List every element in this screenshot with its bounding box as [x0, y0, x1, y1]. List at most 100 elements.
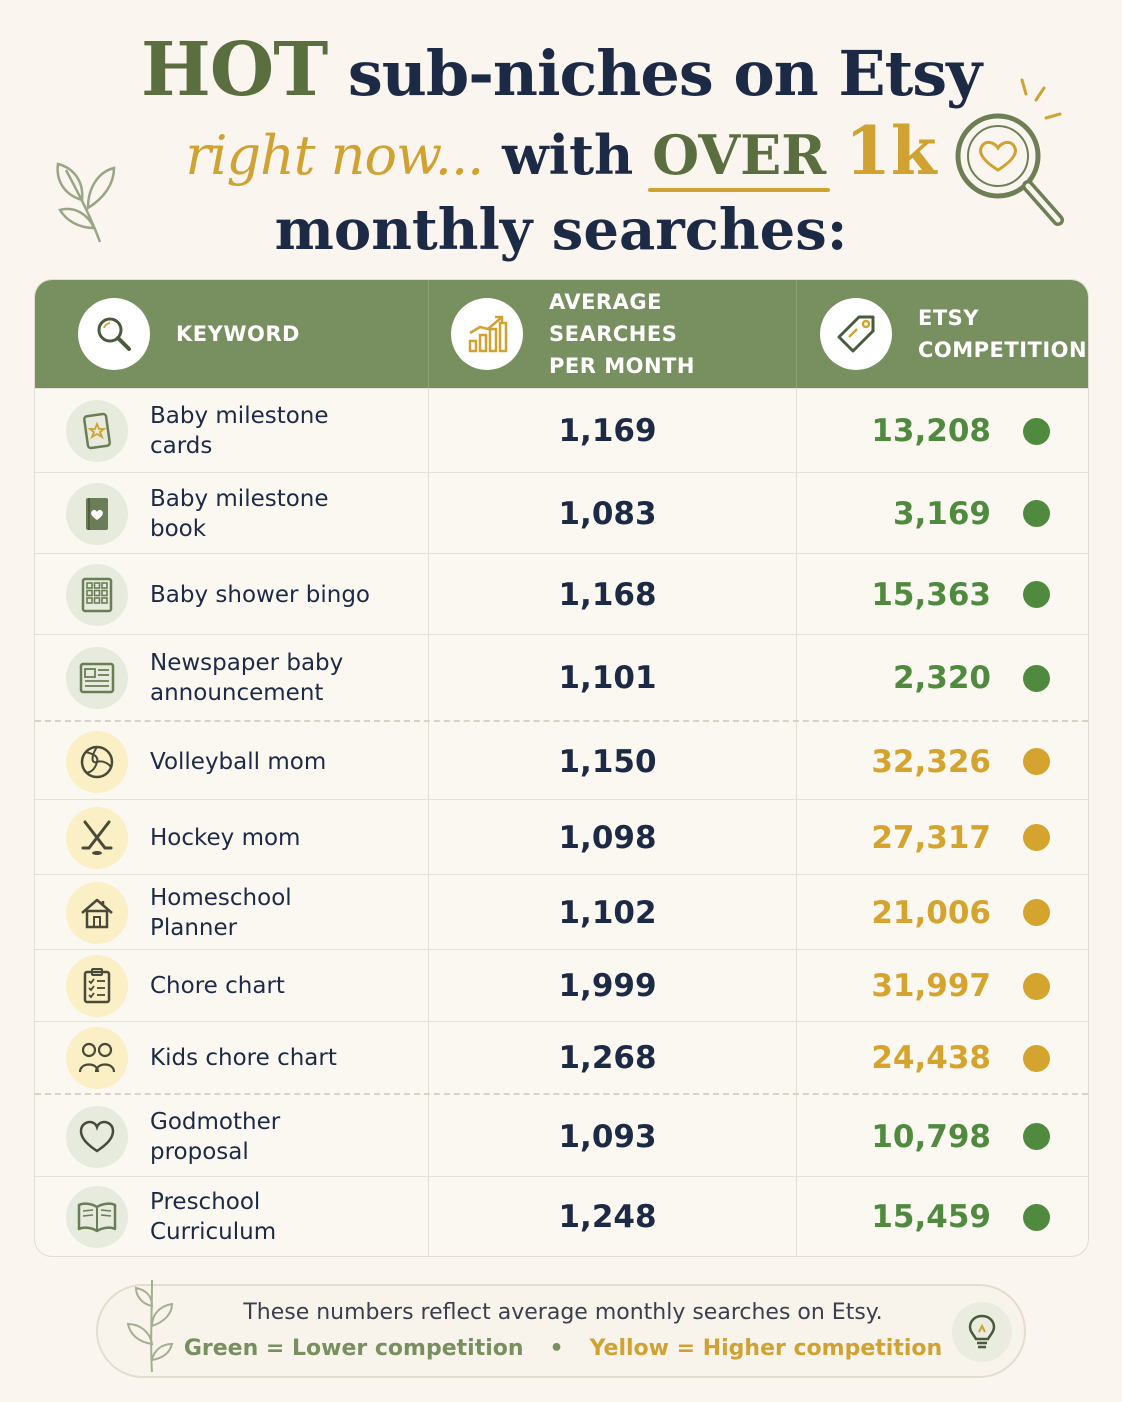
average-searches-value: 1,169 — [558, 413, 657, 449]
keyword-label: Volleyball mom — [150, 748, 327, 775]
competition-value: 27,317 — [871, 819, 991, 856]
keyword-cell: Chore chart — [35, 950, 428, 1022]
keyword-label: Baby milestone book — [150, 485, 329, 542]
average-searches-value: 1,999 — [558, 968, 657, 1004]
average-searches-value: 1,098 — [558, 819, 657, 856]
title-hot: HOT — [140, 27, 328, 113]
legend-yellow: Yellow = Higher competition — [589, 1336, 943, 1361]
competition-value: 13,208 — [871, 413, 991, 449]
kids-icon — [66, 1027, 128, 1089]
keyword-label: Godmother proposal — [150, 1108, 281, 1165]
competition-indicator-dot — [1023, 899, 1050, 926]
table-row: Godmother proposal 1,093 10,798 — [35, 1093, 1088, 1178]
header-keyword: KEYWORD — [78, 280, 428, 388]
table-row: Preschool Curriculum 1,248 15,459 — [35, 1176, 1088, 1256]
average-searches-value: 1,268 — [558, 1040, 657, 1076]
title-block: HOT sub-niches on Etsy right now... with… — [0, 28, 1122, 265]
competition-value: 15,459 — [871, 1199, 991, 1235]
competition-value: 2,320 — [892, 660, 991, 696]
title-line-1: HOT sub-niches on Etsy — [0, 28, 1122, 116]
title-over-text: OVER — [652, 123, 827, 187]
competition-indicator-dot — [1023, 824, 1050, 851]
keyword-cell: Godmother proposal — [35, 1095, 428, 1178]
title-with: with — [502, 123, 634, 187]
leaf-icon — [56, 162, 116, 243]
header-keyword-label: KEYWORD — [176, 322, 300, 346]
title-1k: 1k — [844, 112, 937, 190]
keyword-label: Chore chart — [150, 973, 285, 999]
growth-chart-icon — [451, 298, 523, 370]
average-searches-value: 1,102 — [558, 894, 657, 931]
average-searches-value: 1,150 — [558, 743, 657, 780]
footer-legend: Green = Lower competition • Yellow = Highe… — [98, 1336, 1028, 1361]
legend-footer: These numbers reflect average monthly se… — [96, 1279, 1028, 1378]
competition-indicator-dot — [1023, 748, 1050, 775]
average-searches-value: 1,248 — [558, 1199, 657, 1235]
competition-value: 31,997 — [871, 968, 991, 1004]
column-divider — [796, 388, 797, 1256]
table-row: Kids chore chart 1,268 24,438 — [35, 1021, 1088, 1094]
competition-indicator-dot — [1023, 1044, 1050, 1072]
footer-note: These numbers reflect average monthly se… — [243, 1300, 883, 1325]
keyword-table: KEYWORD AVERAGE SEARCHES PER MONTH ETSY … — [34, 279, 1089, 1257]
competition-value: 3,169 — [892, 495, 991, 532]
competition-indicator-dot — [1023, 581, 1050, 608]
keyword-label: Baby shower bingo — [150, 581, 370, 608]
keyword-label: Homeschool Planner — [150, 884, 292, 941]
competition-indicator-dot — [1023, 417, 1050, 445]
competition-indicator-dot — [1023, 1203, 1050, 1231]
header-competition-line2: COMPETITION — [918, 338, 1088, 362]
table-row: Newspaper baby announcement 1,101 2,320 — [35, 634, 1088, 721]
table-row: Baby milestone book 1,083 3,169 — [35, 472, 1088, 554]
competition-indicator-dot — [1023, 500, 1050, 527]
average-searches-value: 1,083 — [558, 495, 657, 532]
average-searches-value: 1,168 — [558, 576, 657, 613]
keyword-cell: Hockey mom — [35, 800, 428, 875]
keyword-cell: Newspaper baby announcement — [35, 635, 428, 721]
volleyball-icon — [66, 730, 128, 793]
header-average-line1: AVERAGE SEARCHES — [549, 290, 678, 346]
column-divider — [428, 388, 429, 1256]
average-searches-value: 1,093 — [558, 1118, 657, 1155]
average-searches-value: 1,101 — [558, 660, 657, 696]
header-competition-line1: ETSY — [918, 306, 980, 330]
competition-indicator-dot — [1023, 664, 1050, 692]
price-tag-icon — [820, 298, 892, 370]
table-row: Baby shower bingo 1,168 15,363 — [35, 553, 1088, 635]
keyword-label: Hockey mom — [150, 824, 301, 851]
table-row: Baby milestone cards 1,169 13,208 — [35, 388, 1088, 473]
keyword-label: Baby milestone cards — [150, 403, 329, 459]
title-line-3: monthly searches: — [274, 197, 848, 263]
header-average-text: AVERAGE SEARCHES PER MONTH — [549, 286, 791, 382]
keyword-label: Preschool Curriculum — [150, 1189, 277, 1245]
legend-separator: • — [549, 1336, 564, 1361]
keyword-cell: Baby milestone cards — [35, 389, 428, 473]
title-over: OVER — [648, 116, 831, 194]
over-underline — [648, 188, 831, 192]
keyword-cell: Preschool Curriculum — [35, 1177, 428, 1256]
keyword-label: Newspaper baby announcement — [150, 650, 344, 706]
house-icon — [66, 881, 128, 944]
keyword-cell: Volleyball mom — [35, 722, 428, 801]
table-row: Chore chart 1,999 31,997 — [35, 949, 1088, 1022]
header-average-searches: AVERAGE SEARCHES PER MONTH — [451, 280, 791, 388]
keyword-cell: Homeschool Planner — [35, 875, 428, 950]
competition-indicator-dot — [1023, 972, 1050, 1000]
title-line-2: right now... with OVER 1k — [0, 112, 1122, 195]
newspaper-icon — [66, 647, 128, 709]
keyword-label: Kids chore chart — [150, 1045, 337, 1071]
hockey-sticks-icon — [66, 806, 128, 869]
legend-green: Green = Lower competition — [183, 1336, 524, 1361]
keyword-cell: Baby milestone book — [35, 473, 428, 554]
header-competition-text: ETSY COMPETITION — [918, 302, 1087, 366]
table-row: Hockey mom 1,098 27,317 — [35, 799, 1088, 875]
header-divider — [428, 280, 429, 388]
header-competition: ETSY COMPETITION — [820, 280, 1088, 388]
bingo-grid-icon — [66, 563, 128, 626]
clipboard-checklist-icon — [66, 955, 128, 1017]
sprig-icon — [126, 1279, 174, 1373]
keyword-cell: Kids chore chart — [35, 1022, 428, 1094]
heart-icon — [66, 1105, 128, 1168]
header-average-line2: PER MONTH — [549, 354, 695, 378]
competition-value: 21,006 — [871, 894, 991, 931]
